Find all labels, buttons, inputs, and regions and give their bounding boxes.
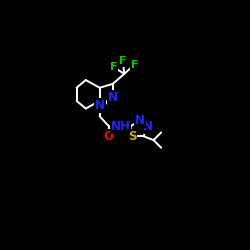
Text: N: N [108,91,118,104]
Text: N: N [135,114,145,127]
Text: NH: NH [110,120,130,133]
Text: S: S [128,130,136,143]
Text: F: F [119,56,126,66]
Text: N: N [142,120,152,133]
Text: O: O [104,130,114,143]
Text: F: F [130,60,138,70]
Text: N: N [95,99,105,112]
Text: F: F [110,62,117,72]
